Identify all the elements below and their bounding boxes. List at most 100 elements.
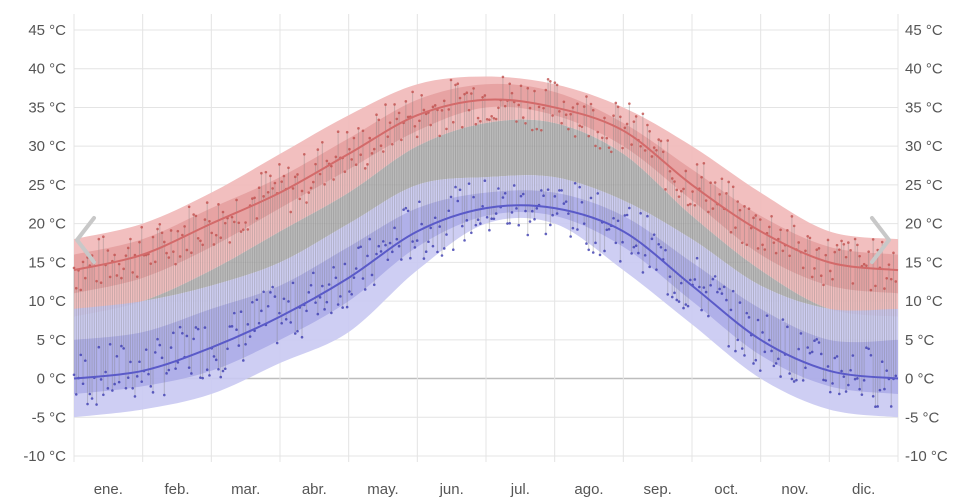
daily-low-point — [257, 321, 261, 325]
daily-low-point — [120, 344, 123, 348]
daily-high-point — [205, 201, 209, 204]
daily-high-point — [549, 80, 552, 83]
daily-low-point — [280, 321, 283, 325]
daily-low-point — [321, 284, 324, 288]
daily-high-point — [619, 115, 622, 119]
daily-high-point — [102, 235, 105, 238]
daily-low-point — [433, 216, 437, 220]
daily-high-point — [368, 136, 372, 140]
daily-low-point — [386, 258, 390, 262]
daily-low-point — [422, 257, 426, 260]
daily-low-point — [774, 362, 778, 365]
daily-high-point — [530, 128, 534, 132]
daily-low-point — [323, 308, 326, 311]
daily-low-point — [858, 387, 861, 391]
daily-high-point — [871, 238, 875, 241]
daily-high-point — [578, 124, 581, 127]
y-tick-label-right: 30 °C — [905, 138, 943, 155]
daily-high-point — [223, 221, 227, 225]
daily-low-point — [639, 211, 642, 215]
daily-low-point — [262, 290, 265, 294]
daily-high-point — [309, 186, 313, 190]
daily-high-point — [774, 251, 778, 255]
daily-high-point — [472, 87, 475, 90]
daily-low-point — [388, 241, 392, 245]
low-band-outer — [74, 175, 898, 418]
daily-high-point — [447, 108, 451, 111]
daily-high-point — [242, 228, 245, 232]
daily-high-point — [192, 213, 195, 216]
daily-high-point — [883, 287, 886, 290]
daily-low-point — [808, 351, 812, 355]
daily-low-point — [761, 331, 764, 334]
daily-low-point — [260, 309, 263, 313]
daily-high-point — [758, 218, 762, 221]
daily-high-point — [655, 148, 658, 152]
daily-high-point — [666, 139, 670, 142]
daily-low-point — [411, 240, 414, 243]
y-tick-label-left: 30 °C — [28, 138, 66, 155]
daily-high-point — [167, 256, 171, 259]
daily-high-point — [165, 251, 168, 255]
daily-high-point — [567, 127, 570, 131]
daily-low-point — [287, 300, 290, 303]
daily-low-point — [167, 368, 171, 372]
daily-high-point — [122, 267, 125, 271]
daily-low-point — [619, 260, 622, 263]
daily-high-point — [318, 172, 322, 176]
daily-low-point — [727, 344, 730, 348]
daily-low-point — [490, 217, 493, 221]
daily-high-point — [519, 84, 523, 88]
chevron-right-icon[interactable] — [868, 214, 894, 266]
daily-high-point — [228, 241, 232, 244]
daily-low-point — [684, 303, 688, 306]
daily-high-point — [199, 239, 202, 243]
daily-high-point — [856, 243, 859, 247]
daily-low-point — [871, 394, 875, 398]
daily-high-point — [108, 275, 112, 279]
daily-high-point — [585, 95, 588, 98]
x-tick-label: mar. — [231, 481, 260, 498]
daily-low-point — [404, 206, 408, 210]
daily-high-point — [555, 83, 559, 87]
daily-low-point — [851, 354, 855, 357]
daily-high-point — [582, 105, 586, 108]
x-tick-label: feb. — [164, 481, 189, 498]
chevron-left-icon[interactable] — [72, 214, 98, 266]
daily-high-point — [129, 237, 132, 241]
daily-high-point — [124, 254, 128, 257]
daily-high-point — [282, 174, 286, 178]
daily-low-point — [226, 347, 229, 351]
daily-low-point — [467, 182, 471, 185]
daily-high-point — [521, 116, 525, 119]
daily-high-point — [169, 229, 173, 232]
daily-low-point — [246, 323, 250, 326]
daily-high-point — [801, 266, 805, 270]
daily-low-point — [555, 212, 559, 215]
daily-low-point — [819, 352, 823, 356]
daily-low-point — [470, 231, 473, 235]
daily-low-point — [363, 288, 367, 291]
daily-high-point — [79, 288, 83, 292]
daily-low-point — [840, 369, 843, 373]
daily-high-point — [253, 196, 256, 200]
y-tick-label-right: 5 °C — [905, 332, 935, 349]
daily-high-point — [273, 181, 277, 185]
daily-low-point — [190, 372, 193, 375]
daily-high-point — [542, 106, 545, 110]
daily-low-point — [503, 191, 507, 195]
daily-high-point — [465, 91, 469, 95]
daily-high-point — [280, 180, 283, 183]
daily-low-point — [147, 372, 150, 376]
daily-low-point — [772, 364, 776, 368]
daily-low-point — [643, 253, 647, 257]
daily-low-point — [352, 276, 356, 279]
daily-high-point — [702, 162, 706, 165]
daily-high-point — [221, 210, 225, 214]
daily-high-point — [456, 82, 460, 86]
daily-low-point — [113, 382, 116, 386]
y-tick-label-right: 10 °C — [905, 293, 943, 310]
daily-low-point — [865, 346, 868, 350]
daily-high-point — [404, 100, 408, 103]
daily-low-point — [562, 202, 566, 205]
